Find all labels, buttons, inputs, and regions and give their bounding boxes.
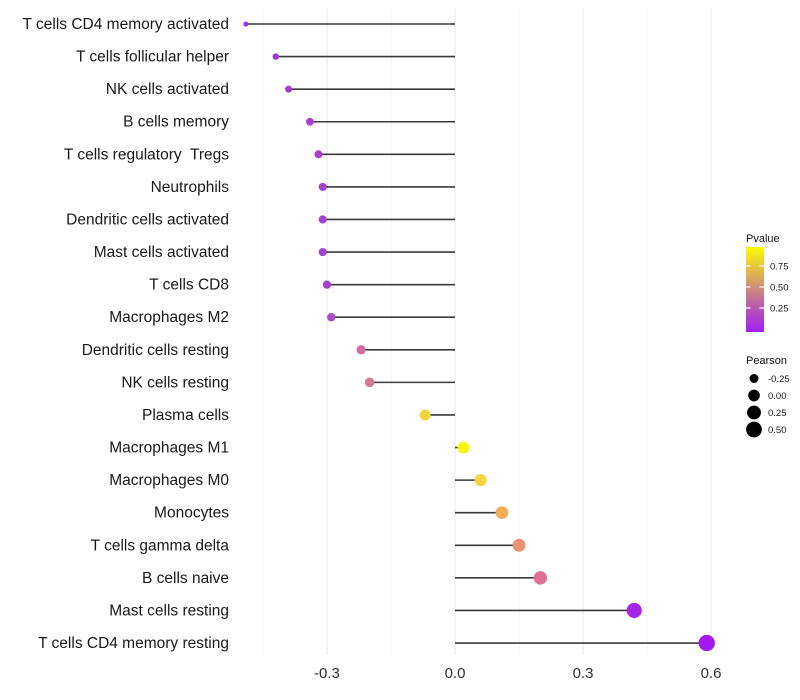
y-axis-label: Monocytes (154, 505, 229, 522)
y-axis-label: B cells memory (123, 114, 229, 131)
y-axis-label: T cells follicular helper (76, 49, 229, 66)
x-axis-labels: -0.3 0.0 0.3 0.6 (314, 665, 721, 682)
y-axis-label: Neutrophils (151, 179, 230, 196)
lollipop-dot (419, 409, 431, 421)
y-axis-label: Macrophages M2 (109, 309, 229, 326)
pearson-legend-title: Pearson (746, 355, 787, 367)
y-axis-label: B cells naive (142, 570, 229, 587)
pearson-legend-dot (747, 405, 761, 420)
y-axis-label: T cells gamma delta (91, 537, 230, 554)
y-axis-label: Plasma cells (142, 407, 229, 424)
lollipop-dot (698, 634, 715, 652)
y-axis-label: NK cells activated (106, 81, 229, 98)
pearson-legend-items: -0.25 0.00 0.25 0.50 (746, 374, 790, 438)
pvalue-tick-label: 0.75 (770, 262, 789, 273)
pvalue-legend-title: Pvalue (746, 233, 780, 245)
y-axis-label: T cells regulatory Tregs (64, 146, 229, 163)
pvalue-legend-ticks: 0.75 0.50 0.25 (746, 262, 789, 315)
x-axis-tick-label: 0.6 (701, 665, 722, 682)
lollipop-dot (626, 602, 642, 619)
pearson-legend-label: 0.50 (768, 425, 787, 436)
y-axis-label: Macrophages M0 (109, 472, 229, 489)
pearson-legend-dot (746, 421, 762, 438)
lollipop-dot (285, 85, 293, 93)
y-axis-label: T cells CD8 (149, 277, 229, 294)
pearson-legend-label: -0.25 (768, 374, 790, 385)
pearson-legend-label: 0.00 (768, 391, 787, 402)
y-axis-label: NK cells resting (121, 374, 229, 391)
lollipop-dot (318, 215, 327, 224)
lollipop-dot (318, 247, 327, 257)
lollipop-dot (306, 117, 314, 126)
lollipop-dot (457, 441, 470, 454)
pvalue-tick-label: 0.50 (770, 283, 789, 294)
y-axis-label: Dendritic cells resting (82, 342, 229, 359)
lollipop-dot (495, 506, 509, 520)
lollipop-dot (314, 150, 323, 159)
lollipop-dots (243, 21, 715, 652)
lollipop-dot (356, 345, 366, 355)
lollipop-dot (272, 53, 280, 60)
lollipop-dot (322, 280, 332, 289)
lollipop-stems (245, 23, 707, 644)
legend-pvalue: Pvalue 0.75 0.50 0.25 (746, 233, 789, 332)
pearson-legend-dot (748, 389, 760, 402)
lollipop-dot (512, 538, 526, 552)
pvalue-tick-label: 0.25 (770, 304, 789, 315)
lollipop-dot (243, 21, 249, 27)
lollipop-dot (533, 571, 548, 585)
x-axis-tick-label: 0.0 (445, 665, 466, 682)
lollipop-dot (364, 377, 375, 388)
y-axis-label: Mast cells activated (94, 244, 229, 261)
lollipop-dot (318, 182, 327, 191)
x-axis-tick-label: 0.3 (573, 665, 594, 682)
lollipop-dot (474, 474, 487, 487)
pearson-legend-label: 0.25 (768, 408, 787, 419)
y-axis-label: Dendritic cells activated (66, 211, 229, 228)
pvalue-gradient-bar (746, 247, 764, 332)
gridlines (262, 8, 712, 655)
x-axis-tick-label: -0.3 (314, 665, 340, 682)
lollipop-dot (327, 313, 336, 322)
y-axis-label: Macrophages M1 (109, 440, 229, 457)
y-axis-label: T cells CD4 memory activated (23, 16, 229, 33)
pearson-legend-dot (749, 374, 759, 383)
legend-pearson: Pearson -0.25 0.00 0.25 0.50 (746, 355, 790, 438)
y-axis-label: T cells CD4 memory resting (38, 635, 229, 652)
y-axis-labels: T cells CD4 memory activated T cells foll… (23, 16, 230, 652)
y-axis-label: Mast cells resting (109, 602, 229, 619)
